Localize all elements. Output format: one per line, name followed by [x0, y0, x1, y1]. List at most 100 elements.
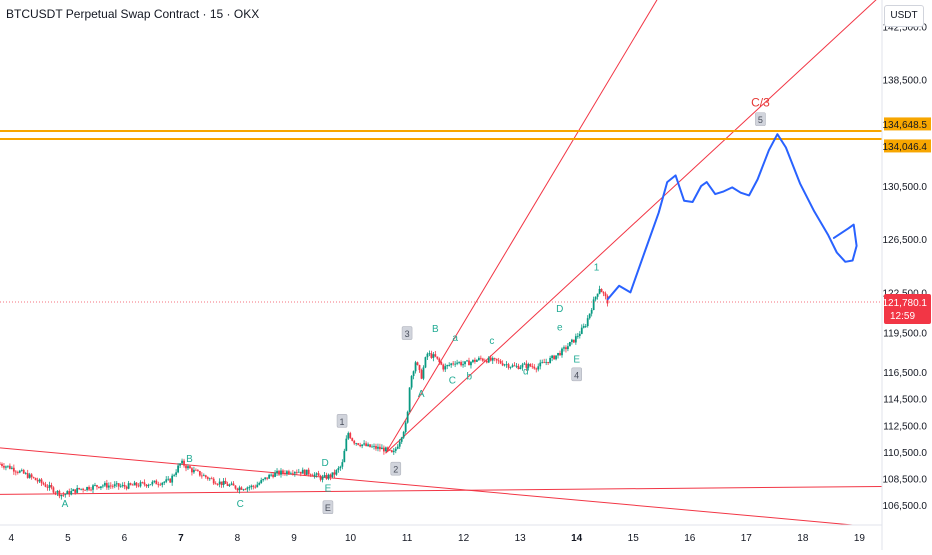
candle-body-249 [491, 358, 494, 361]
level-tag-bg-0 [884, 117, 931, 131]
candle-body-2 [3, 465, 5, 468]
candle-body-26 [50, 485, 53, 488]
candle-body-54 [105, 483, 108, 488]
candle-body-214 [422, 367, 425, 379]
x-tick-label-8: 12 [458, 533, 470, 544]
candle-body-157 [309, 474, 312, 476]
candle-body-147 [289, 473, 292, 475]
candle-body-58 [113, 484, 116, 487]
candle-body-84 [165, 479, 168, 482]
candle-body-224 [442, 364, 445, 370]
candle-body-212 [418, 365, 421, 371]
candle-body-14 [26, 473, 29, 478]
candle-body-41 [80, 488, 83, 490]
wave-label-box-6 [336, 414, 348, 428]
candle-body-135 [266, 477, 269, 479]
candle-body-106 [208, 478, 211, 480]
candle-body-136 [268, 474, 271, 479]
candle-body-117 [230, 483, 233, 485]
candle-body-100 [196, 470, 199, 472]
candle-body-298 [588, 313, 591, 319]
candle-body-83 [163, 481, 166, 483]
candle-body-4 [7, 465, 9, 467]
x-tick-label-10: 14 [571, 533, 583, 544]
candle-body-163 [321, 476, 324, 480]
wave-label-17: e [557, 322, 563, 333]
candle-body-186 [367, 444, 369, 447]
wave-label-15: d [523, 366, 529, 377]
candle-body-55 [107, 485, 110, 488]
candle-body-148 [291, 473, 294, 475]
y-tick-label-1: 138,500.0 [883, 76, 928, 87]
candle-body-165 [325, 475, 328, 479]
candle-body-47 [92, 485, 94, 490]
candle-body-258 [509, 366, 512, 368]
candle-body-37 [72, 489, 75, 492]
candle-body-30 [58, 490, 61, 497]
candle-body-300 [592, 299, 595, 311]
candle-body-45 [88, 487, 90, 490]
candle-body-243 [479, 357, 482, 359]
candle-body-35 [68, 491, 71, 495]
candle-body-156 [307, 469, 310, 475]
candle-body-29 [56, 490, 59, 493]
candle-body-277 [547, 361, 550, 363]
candle-body-284 [561, 348, 563, 356]
candle-body-94 [185, 465, 187, 469]
candle-body-104 [204, 475, 207, 478]
wave-label-12: C [449, 376, 456, 387]
candle-body-187 [369, 444, 371, 448]
candle-body-91 [179, 463, 181, 466]
y-tick-label-7: 114,500.0 [883, 395, 927, 406]
candle-body-98 [193, 469, 195, 473]
candle-body-222 [438, 358, 441, 363]
candle-body-259 [511, 365, 514, 367]
wave-label-16: D [556, 304, 563, 315]
candle-body-59 [115, 483, 118, 485]
candle-body-190 [375, 445, 377, 449]
candle-body-155 [305, 469, 308, 475]
candle-body-185 [365, 443, 367, 447]
candle-body-115 [226, 483, 229, 486]
candle-body-244 [481, 358, 484, 361]
candle-body-28 [54, 492, 57, 494]
candle-body-173 [341, 462, 344, 467]
candle-body-141 [278, 470, 280, 475]
candle-body-289 [570, 339, 573, 343]
candle-body-260 [513, 365, 516, 367]
candle-body-86 [169, 478, 172, 483]
wave-label-21: 5 [758, 115, 763, 125]
candle-body-96 [189, 466, 191, 469]
wave-label-box-5 [322, 500, 334, 515]
candle-body-288 [569, 342, 571, 347]
y-tick-label-4: 122,500.0 [883, 288, 928, 299]
candle-body-143 [282, 470, 284, 473]
candle-body-111 [218, 481, 221, 485]
candle-body-87 [171, 475, 174, 483]
candle-body-82 [161, 482, 164, 485]
currency-selector[interactable]: USDT [884, 5, 924, 27]
level-tag-label-0: 134,648.5 [883, 120, 928, 131]
candle-body-271 [535, 368, 538, 370]
trendline-3 [0, 485, 882, 495]
candle-body-282 [557, 352, 559, 356]
candle-body-275 [543, 362, 546, 364]
candle-body-132 [260, 480, 263, 484]
candle-body-88 [173, 474, 176, 476]
candle-body-27 [52, 487, 55, 493]
candle-body-43 [84, 489, 86, 491]
candle-body-60 [117, 483, 120, 487]
candle-body-49 [96, 485, 98, 487]
candle-body-53 [103, 483, 106, 486]
candle-body-166 [327, 474, 330, 479]
candle-body-232 [458, 362, 460, 363]
candle-body-205 [404, 422, 407, 432]
candle-body-302 [596, 293, 599, 297]
candle-body-46 [90, 489, 92, 491]
candle-body-256 [505, 364, 508, 366]
candle-body-160 [315, 473, 318, 475]
x-tick-label-12: 16 [684, 533, 696, 544]
candle-body-254 [501, 363, 504, 366]
